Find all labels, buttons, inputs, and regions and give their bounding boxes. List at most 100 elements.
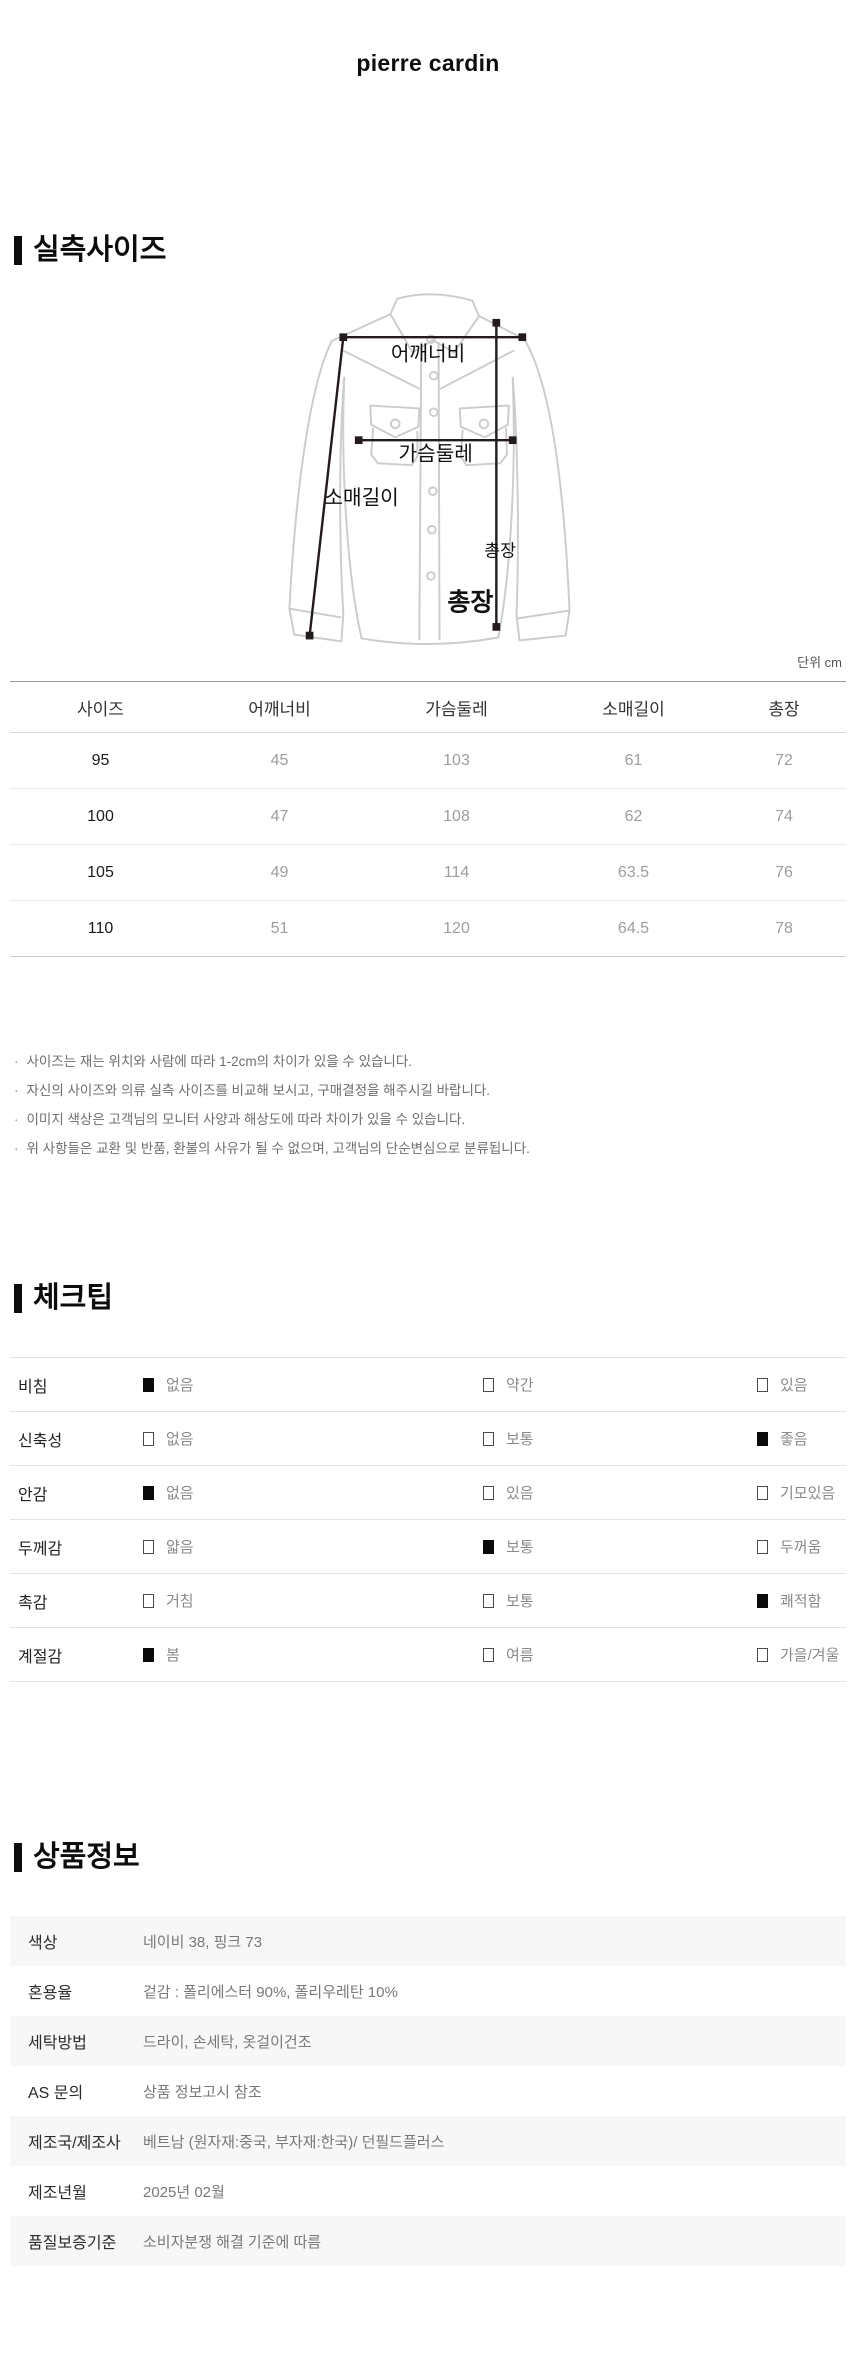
check-row: 계절감 봄 여름 가을/겨울 (10, 1628, 846, 1683)
measurement-labels: 어깨너비 가슴둘레 소매길이 총장 총장 (324, 342, 516, 616)
product-info-row: AS 문의 상품 정보고시 참조 (10, 2066, 846, 2116)
size-notes: · 사이즈는 재는 위치와 사람에 따라 1-2cm의 차이가 있을 수 있습니다… (14, 1047, 842, 1163)
check-option: 좋음 (757, 1428, 846, 1449)
check-row: 비침 없음 약간 있음 (10, 1358, 846, 1413)
check-option: 있음 (757, 1374, 846, 1395)
size-section-title-text: 실측사이즈 (33, 234, 167, 266)
product-info-table: 색상 네이비 38, 핑크 73 혼용율 겉감 : 폴리에스터 90%, 폴리우레탄 … (10, 1916, 846, 2267)
check-option: 보통 (483, 1428, 757, 1449)
size-note: · 사이즈는 재는 위치와 사람에 따라 1-2cm의 차이가 있을 수 있습니다… (14, 1047, 842, 1076)
measurement-value: 74 (775, 807, 793, 825)
checkbox-filled-icon (483, 1539, 494, 1554)
size-column-header: 사이즈 (77, 699, 124, 719)
check-option-label: 쾌적함 (780, 1593, 822, 1611)
product-info-value: 2025년 02월 (143, 2183, 225, 2201)
shirt-diagram-svg: 어깨너비 가슴둘레 소매길이 총장 총장 (288, 293, 571, 646)
shoulder-width-label: 어깨너비 (391, 342, 465, 365)
brand-logo: pierre cardin (356, 50, 500, 76)
check-row: 두께감 얇음 보통 두꺼움 (10, 1520, 846, 1575)
product-info-value: 네이비 38, 핑크 73 (143, 1933, 263, 1951)
checkbox-filled-icon (757, 1431, 768, 1446)
check-option: 여름 (483, 1644, 757, 1665)
check-option-label: 얇음 (166, 1539, 194, 1557)
checkbox-empty-icon (483, 1377, 494, 1392)
check-section-title: 체크팁 (14, 1281, 856, 1315)
size-table-row: 100 47 108 62 74 (10, 789, 846, 846)
check-option-label: 여름 (506, 1647, 534, 1665)
check-option-label: 없음 (166, 1485, 194, 1503)
check-option: 없음 (143, 1482, 483, 1503)
check-option: 없음 (143, 1428, 483, 1449)
bullet-icon: · (14, 1141, 19, 1157)
product-info-value: 겉감 : 폴리에스터 90%, 폴리우레탄 10% (143, 1983, 398, 2001)
bullet-icon: · (14, 1083, 19, 1099)
product-info-value: 상품 정보고시 참조 (143, 2083, 262, 2101)
measurement-value: 61 (624, 751, 643, 769)
check-option-label: 없음 (166, 1377, 194, 1395)
check-option-label: 봄 (166, 1647, 180, 1665)
check-option-label: 두꺼움 (780, 1539, 822, 1557)
checkbox-filled-icon (143, 1647, 154, 1662)
checkbox-empty-icon (483, 1485, 494, 1500)
size-table-row: 110 51 120 64.5 78 (10, 901, 846, 956)
check-row: 신축성 없음 보통 좋음 (10, 1412, 846, 1467)
product-info-label: 색상 (28, 1935, 58, 1953)
product-info-row: 제조국/제조사 베트남 (원자재:중국, 부자재:한국)/ 던필드플러스 (10, 2116, 846, 2167)
check-attribute-label: 계절감 (18, 1648, 63, 1666)
checkbox-empty-icon (757, 1539, 768, 1554)
check-option: 보통 (483, 1536, 757, 1557)
check-section-title-text: 체크팁 (33, 1282, 114, 1315)
check-table: 비침 없음 약간 있음 신축성 없음 보통 좋음 안감 없음 있음 기모있음 두께감 얇음 보통 두꺼움 촉감 거… (10, 1357, 846, 1683)
check-option: 있음 (483, 1482, 757, 1503)
check-option-label: 있음 (506, 1485, 534, 1503)
check-attribute-label: 안감 (18, 1486, 48, 1504)
checkbox-empty-icon (757, 1377, 768, 1392)
note-text: 자신의 사이즈와 의류 실측 사이즈를 비교해 보시고, 구매결정을 해주시길 … (26, 1083, 491, 1099)
checkbox-filled-icon (757, 1593, 768, 1608)
shirt-outline (288, 293, 571, 646)
check-option: 기모있음 (757, 1482, 846, 1503)
check-attribute-label: 비침 (18, 1378, 48, 1396)
check-option: 봄 (143, 1644, 483, 1665)
measurement-lines (305, 318, 527, 640)
measurement-value: 63.5 (617, 863, 650, 881)
check-option: 없음 (143, 1374, 483, 1395)
check-option-label: 약간 (506, 1377, 534, 1395)
check-option: 가을/겨울 (757, 1644, 846, 1665)
product-info-label: 품질보증기준 (28, 2235, 117, 2253)
measurement-value: 72 (775, 751, 793, 769)
product-info-value: 소비자분쟁 해결 기준에 따름 (143, 2233, 322, 2251)
product-info-row: 색상 네이비 38, 핑크 73 (10, 1916, 846, 1967)
measurement-value: 51 (270, 919, 289, 937)
product-info-row: 혼용율 겉감 : 폴리에스터 90%, 폴리우레탄 10% (10, 1966, 846, 2016)
product-info-value: 드라이, 손세탁, 옷걸이건조 (143, 2033, 312, 2051)
unit-label: 단위 cm (797, 655, 842, 671)
check-option-label: 없음 (166, 1431, 194, 1449)
checkbox-empty-icon (143, 1593, 154, 1608)
size-section: 실측사이즈 (0, 233, 856, 1163)
check-option-label: 보통 (506, 1593, 534, 1611)
measurement-value: 45 (270, 751, 289, 769)
product-info-label: AS 문의 (28, 2085, 84, 2103)
check-option-label: 보통 (506, 1431, 534, 1449)
check-option-label: 기모있음 (780, 1485, 836, 1503)
size-table-row: 95 45 103 61 72 (10, 733, 846, 790)
measurement-value: 76 (775, 863, 793, 881)
title-bar-icon (14, 1842, 22, 1872)
product-info-row: 제조년월 2025년 02월 (10, 2166, 846, 2216)
bullet-icon: · (14, 1054, 19, 1070)
size-value: 95 (91, 751, 110, 769)
sleeve-length-label: 소매길이 (324, 487, 398, 510)
measurement-value: 103 (443, 751, 470, 769)
checkbox-empty-icon (483, 1647, 494, 1662)
product-info-section: 상품정보 색상 네이비 38, 핑크 73 혼용율 겉감 : 폴리에스터 90%, 폴… (0, 1840, 856, 2267)
product-info-label: 제조국/제조사 (28, 2135, 121, 2153)
title-bar-icon (14, 235, 22, 265)
size-note: · 자신의 사이즈와 의류 실측 사이즈를 비교해 보시고, 구매결정을 해주시길… (14, 1076, 842, 1105)
check-option-label: 보통 (506, 1539, 534, 1557)
product-section-title-text: 상품정보 (33, 1841, 140, 1874)
check-attribute-label: 촉감 (18, 1594, 48, 1612)
size-column-header: 어깨너비 (248, 699, 311, 719)
check-option-label: 있음 (780, 1377, 808, 1395)
size-note: · 위 사항들은 교환 및 반품, 환불의 사유가 될 수 없으며, 고객님의 단… (14, 1134, 842, 1163)
